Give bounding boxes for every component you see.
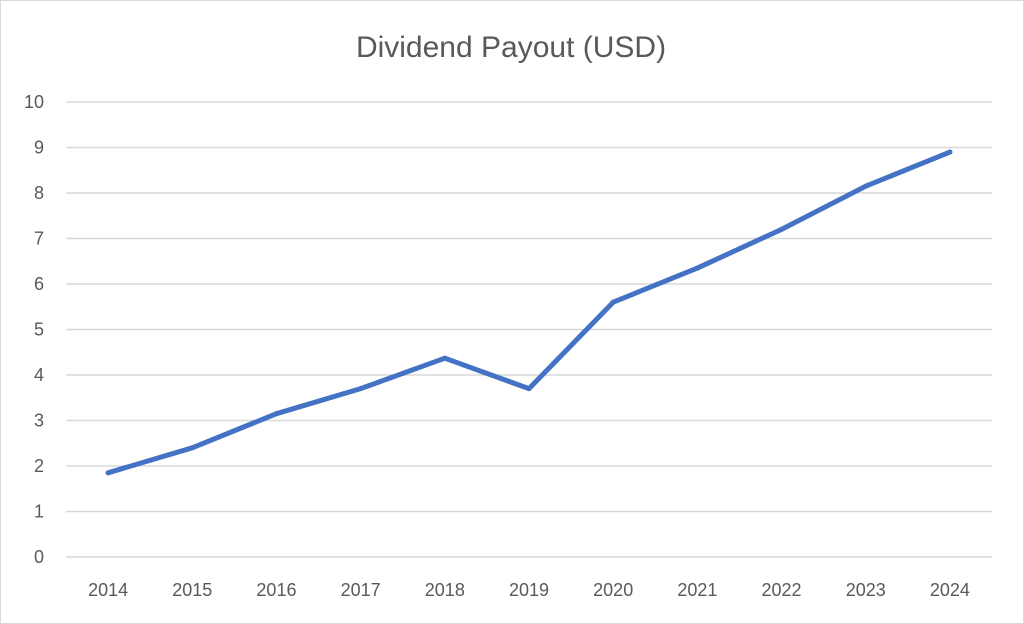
data-point [863, 183, 869, 189]
x-tick-label: 2017 [341, 580, 381, 600]
y-tick-label: 2 [34, 456, 44, 476]
gridlines [66, 101, 992, 558]
data-point [442, 355, 448, 361]
x-tick-label: 2024 [930, 580, 970, 600]
data-point [105, 470, 111, 476]
y-tick-label: 8 [34, 183, 44, 203]
x-tick-label: 2023 [846, 580, 886, 600]
x-axis-ticks: 2014 2015 2016 2017 2018 2019 2020 2021 2022 2023… [88, 580, 970, 600]
chart-title: Dividend Payout (USD) [356, 31, 666, 64]
y-tick-label: 6 [34, 274, 44, 294]
y-tick-label: 10 [24, 92, 44, 112]
y-tick-label: 3 [34, 411, 44, 431]
x-tick-label: 2019 [509, 580, 549, 600]
x-tick-label: 2016 [256, 580, 296, 600]
data-point [694, 265, 700, 271]
y-tick-label: 0 [34, 547, 44, 567]
y-tick-label: 5 [34, 320, 44, 340]
data-point [526, 386, 532, 392]
data-point [779, 226, 785, 232]
data-point [358, 386, 364, 392]
data-point [189, 445, 195, 451]
data-point [947, 149, 953, 155]
x-tick-label: 2021 [677, 580, 717, 600]
data-point [273, 411, 279, 417]
y-tick-label: 4 [34, 365, 44, 385]
y-tick-label: 1 [34, 502, 44, 522]
x-tick-label: 2022 [762, 580, 802, 600]
y-axis-ticks: 0 1 2 3 4 5 6 7 8 9 10 [24, 92, 44, 567]
x-tick-label: 2018 [425, 580, 465, 600]
x-tick-label: 2014 [88, 580, 128, 600]
y-tick-label: 7 [34, 229, 44, 249]
series-line [105, 149, 953, 476]
data-point [610, 299, 616, 305]
x-tick-label: 2020 [593, 580, 633, 600]
x-tick-label: 2015 [172, 580, 212, 600]
y-tick-label: 9 [34, 138, 44, 158]
series-layer [105, 149, 953, 476]
